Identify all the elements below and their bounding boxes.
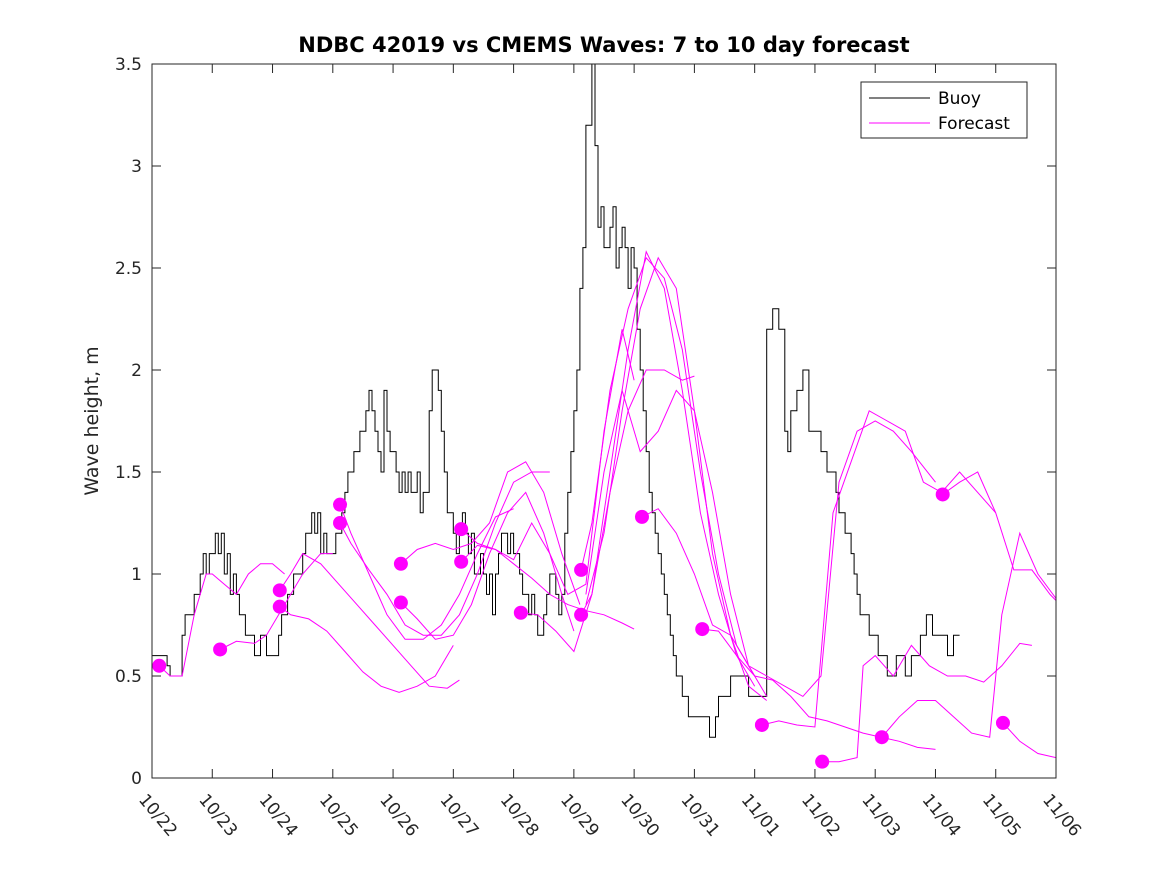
forecast-line: [585, 256, 768, 701]
forecast-start-marker: [995, 715, 1010, 730]
legend: Buoy Forecast: [860, 81, 1028, 139]
x-tick-label: 10/23: [194, 790, 241, 840]
x-tick-label: 11/05: [978, 790, 1025, 840]
legend-box: [860, 81, 1028, 139]
forecast-line: [881, 531, 1056, 738]
chart-title: NDBC 42019 vs CMEMS Waves: 7 to 10 day f…: [298, 33, 909, 57]
forecast-start-marker: [454, 554, 469, 569]
x-tick-label: 10/27: [436, 790, 483, 840]
forecast-line: [641, 420, 936, 698]
y-axis-label: Wave height, m: [81, 346, 103, 495]
forecast-start-marker: [874, 730, 889, 745]
forecast-start-marker: [574, 607, 589, 622]
plot-frame: [151, 63, 1057, 779]
forecast-start-marker: [695, 622, 710, 637]
x-tick-label: 11/02: [797, 790, 844, 840]
x-tick-label: 11/06: [1038, 790, 1085, 840]
forecast-line: [400, 461, 581, 605]
x-axis: 10/22 10/23 10/24 10/25 10/26 10/27 10/28 10/29…: [134, 64, 1085, 841]
forecast-line: [580, 250, 756, 687]
forecast-line: [158, 563, 285, 677]
y-tick-label: 2.5: [115, 259, 142, 279]
forecast-start-marker: [213, 642, 228, 657]
forecast-line: [279, 552, 460, 689]
forecast-line: [279, 606, 454, 693]
y-tick-label: 0.5: [115, 667, 142, 687]
plot-area: [151, 63, 1057, 779]
forecast-line: [460, 528, 635, 630]
y-tick-label: 1: [131, 565, 142, 585]
y-tick-label: 1.5: [115, 463, 142, 483]
forecast-start-marker: [393, 595, 408, 610]
y-tick-label: 3: [131, 157, 142, 177]
x-tick-label: 10/26: [375, 790, 422, 840]
x-tick-label: 10/30: [616, 790, 663, 840]
x-tick-label: 10/28: [496, 790, 543, 840]
forecast-start-marker: [272, 599, 287, 614]
forecast-line: [942, 471, 1056, 601]
forecast-start-marker: [333, 497, 348, 512]
forecast-line: [219, 553, 333, 650]
x-tick-label: 10/29: [556, 790, 603, 840]
forecast-line: [1002, 722, 1056, 759]
forecast-line: [702, 628, 936, 750]
x-tick-label: 10/22: [134, 790, 181, 840]
forecast-start-marker: [513, 605, 528, 620]
y-axis: 0 0.5 1 1.5 2 2.5 3 3.5: [115, 55, 1056, 789]
x-tick-label: 11/01: [737, 790, 784, 840]
forecast-start-marker: [574, 562, 589, 577]
forecast-start-marker: [815, 754, 830, 769]
forecast-start-marker: [754, 717, 769, 732]
y-tick-label: 3.5: [115, 55, 142, 75]
forecast-line: [339, 471, 550, 636]
forecast-start-marker: [634, 509, 649, 524]
forecast-line: [761, 410, 997, 728]
forecast-line: [400, 491, 575, 640]
legend-buoy-label: Buoy: [938, 89, 981, 109]
forecast-start-marker: [272, 583, 287, 598]
forecast-start-marker: [152, 658, 167, 673]
forecast-start-marker: [935, 487, 950, 502]
forecast-start-marker: [393, 556, 408, 571]
legend-forecast-label: Forecast: [938, 114, 1010, 134]
x-tick-label: 10/25: [315, 790, 362, 840]
forecast-line: [460, 329, 635, 596]
y-tick-label: 2: [131, 361, 142, 381]
y-tick-label: 0: [131, 769, 142, 789]
x-tick-label: 10/31: [677, 790, 724, 840]
forecast-line: [580, 256, 756, 677]
x-tick-label: 11/04: [918, 790, 965, 840]
forecast-start-marker: [333, 516, 348, 530]
forecast-start-marker: [454, 522, 469, 537]
buoy-line: [152, 64, 960, 738]
x-tick-label: 10/24: [255, 790, 302, 840]
forecast-line: [822, 642, 1032, 763]
forecast-line: [585, 388, 768, 697]
x-tick-label: 11/03: [857, 790, 904, 840]
